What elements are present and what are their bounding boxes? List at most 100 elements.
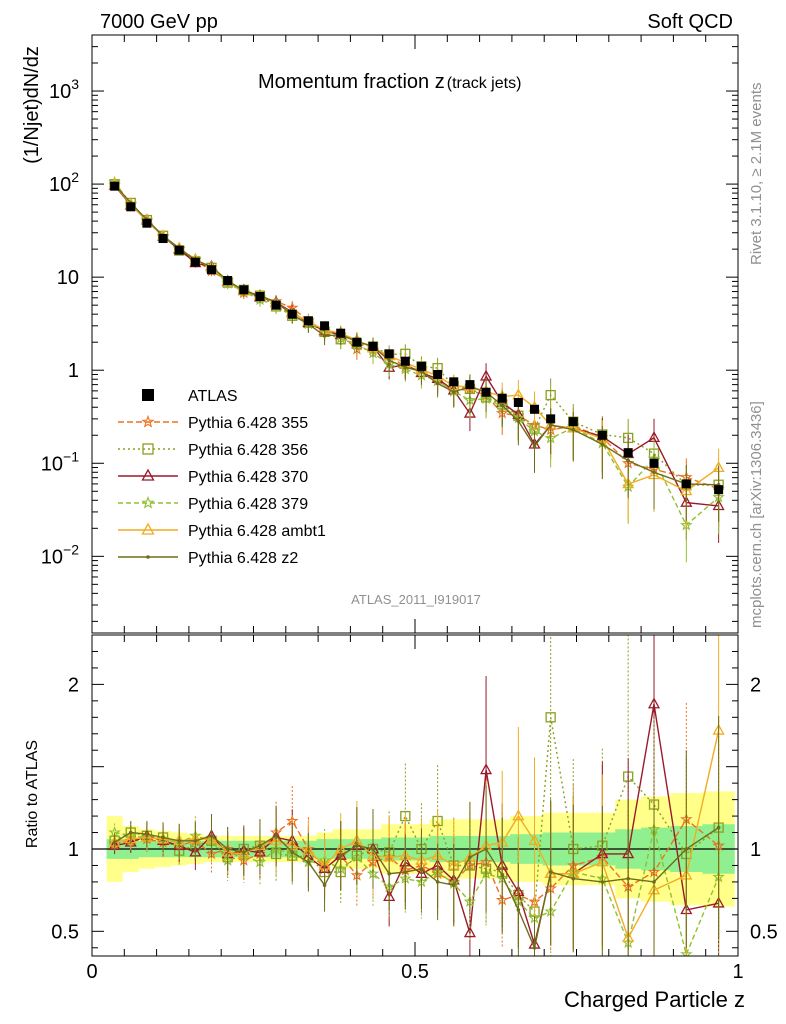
analysis-id-label: ATLAS_2011_I919017	[351, 592, 481, 607]
legend-marker-0	[142, 389, 154, 401]
series-5-ratio-marker	[371, 847, 375, 851]
atlas-data-point	[400, 356, 410, 366]
plot-title-sub: (track jets)	[447, 75, 522, 92]
ratio-y-axis-label: Ratio to ATLAS	[24, 740, 41, 848]
ratio-plot-area	[92, 635, 738, 956]
header-left: 7000 GeV pp	[100, 11, 218, 33]
plot-title-main: Momentum fraction z	[258, 71, 445, 93]
series-4-ratio-marker	[512, 809, 525, 821]
main-y-tick-label: 103	[49, 76, 79, 103]
atlas-data-point	[174, 245, 184, 255]
main-frame	[91, 34, 739, 634]
main-y-tick-label-exp: −1	[63, 448, 79, 464]
atlas-data-point	[481, 387, 491, 397]
series-0-ratio-line	[114, 818, 720, 903]
series-5-main-marker	[548, 423, 553, 427]
series-5-main-marker	[322, 334, 327, 338]
atlas-data-point	[597, 430, 607, 440]
atlas-data-point	[681, 479, 691, 489]
atlas-data-point	[142, 218, 152, 228]
series-5-main-marker	[652, 470, 656, 475]
atlas-data-point	[497, 393, 507, 403]
atlas-data-point	[513, 397, 523, 407]
series-5-ratio-marker	[338, 853, 343, 858]
legend-label-0: ATLAS	[188, 388, 238, 405]
series-5-main-marker	[516, 419, 521, 423]
atlas-data-point	[190, 257, 200, 267]
legend: ATLAS Pythia 6.428 355 Pythia 6.428 356 Pyt…	[118, 388, 326, 567]
main-y-tick-label-base: 10	[49, 81, 71, 103]
series-5-ratio-marker	[209, 834, 214, 838]
atlas-data-point	[416, 361, 426, 371]
series-5-ratio-marker	[258, 843, 262, 848]
plot-title: Momentum fraction z (track jets)	[258, 71, 521, 93]
x-tick-label: 0	[86, 961, 97, 983]
atlas-data-point	[110, 181, 120, 191]
legend-marker-4	[141, 495, 155, 509]
atlas-data-point	[207, 265, 217, 275]
atlas-data-point	[433, 369, 443, 379]
x-tick-label: 1	[732, 961, 743, 983]
series-5-ratio-marker	[516, 908, 521, 912]
atlas-data-point	[320, 321, 330, 331]
atlas-data-point	[239, 285, 249, 295]
main-y-tick-label-base: 10	[57, 267, 79, 289]
main-y-tick-label: 1	[68, 360, 79, 382]
main-y-tick-label-base: 10	[41, 546, 63, 568]
series-5-ratio-marker	[626, 876, 630, 881]
series-5-ratio-marker	[716, 825, 721, 830]
ratio-y-tick-label: 1	[68, 839, 79, 861]
atlas-data-point	[271, 300, 281, 310]
atlas-data-point	[368, 341, 378, 351]
x-axis-label: Charged Particle z	[564, 987, 745, 1012]
main-plot-area	[108, 175, 725, 563]
legend-label-5: Pythia 6.428 ambt1	[188, 523, 326, 540]
series-5-ratio-marker	[387, 871, 391, 876]
series-5-ratio-marker	[355, 843, 359, 848]
series-4-ratio-marker	[528, 834, 541, 846]
series-5-ratio-marker	[548, 870, 553, 874]
rivet-version-label: Rivet 3.1.10, ≥ 2.1M events	[748, 83, 765, 266]
series-5-ratio-marker	[652, 880, 656, 884]
series-5-ratio-marker	[177, 838, 182, 843]
series-2-ratio-marker	[647, 697, 661, 709]
atlas-data-point	[465, 380, 475, 390]
atlas-data-point	[158, 234, 168, 244]
series-5-ratio-marker	[290, 850, 295, 855]
atlas-data-point	[384, 349, 394, 359]
series-5-ratio-marker	[403, 870, 408, 874]
series-5-ratio-marker	[571, 876, 576, 881]
atlas-data-point	[336, 328, 346, 338]
series-5-ratio-marker	[145, 832, 149, 836]
main-y-axis-label: (1/Njet)dN/dz	[21, 46, 43, 164]
mcplots-source-label: mcplots.cern.ch [arXiv:1306.3436]	[748, 401, 765, 628]
atlas-data-point	[352, 337, 362, 347]
series-5-ratio-marker	[435, 880, 440, 884]
ratio-panel: 0.5 0.5 1 1 2 2 0 0.5 1	[51, 634, 778, 983]
series-5-ratio-marker	[419, 866, 424, 871]
series-5-main-marker	[600, 442, 605, 447]
series-5-ratio-marker	[112, 840, 117, 845]
series-5-ratio-marker	[484, 847, 488, 851]
atlas-data-point	[649, 458, 659, 468]
series-1-ratio-marker	[545, 712, 556, 723]
legend-marker-6	[146, 555, 150, 559]
series-5-ratio-marker	[161, 835, 165, 840]
legend-marker-2	[142, 443, 154, 455]
main-y-tick-label-base: 10	[41, 453, 63, 475]
main-y-tick-label: 102	[49, 169, 79, 196]
series-2-ratio-marker	[463, 926, 476, 938]
atlas-data-point	[287, 309, 297, 319]
legend-label-6: Pythia 6.428 z2	[188, 550, 298, 567]
main-y-tick-label: 10−2	[41, 541, 79, 568]
legend-marker-3	[141, 468, 155, 481]
series-5-ratio-line	[114, 827, 719, 951]
series-5-ratio-marker	[684, 847, 689, 851]
atlas-data-point	[714, 485, 724, 495]
series-5-main-marker	[403, 365, 408, 370]
legend-label-2: Pythia 6.428 356	[188, 442, 308, 459]
series-5-main-marker	[532, 444, 537, 449]
atlas-data-point	[255, 291, 265, 301]
